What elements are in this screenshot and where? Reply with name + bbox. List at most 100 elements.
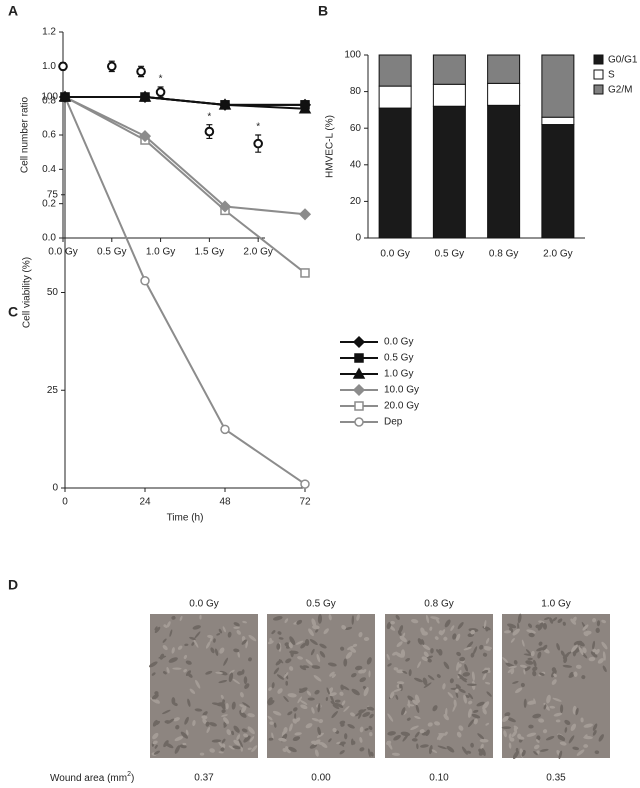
cell	[240, 746, 243, 752]
cell	[191, 642, 195, 646]
cell	[485, 722, 490, 726]
point	[136, 66, 146, 77]
cell	[528, 724, 534, 729]
cell	[370, 751, 374, 757]
cell	[358, 669, 365, 674]
cell	[393, 734, 401, 741]
y-tick-label: 0.6	[42, 130, 56, 141]
cell	[158, 655, 167, 659]
cell	[414, 694, 420, 704]
cell	[222, 626, 226, 633]
cell	[332, 727, 337, 733]
cell	[284, 642, 291, 647]
marker	[140, 276, 150, 286]
cell	[302, 665, 310, 669]
cell	[507, 717, 516, 723]
marker	[218, 98, 232, 111]
cell	[341, 700, 346, 706]
cell	[335, 702, 344, 708]
cell	[602, 665, 607, 673]
cell	[289, 636, 296, 645]
cell	[414, 731, 420, 738]
legend-swatch	[593, 69, 604, 80]
cell	[575, 707, 579, 716]
cell	[442, 683, 446, 690]
cell	[530, 650, 535, 657]
cell	[180, 731, 189, 739]
cell	[205, 641, 211, 649]
cell	[243, 676, 248, 685]
cell	[272, 616, 283, 621]
panel-label: C	[8, 304, 18, 320]
cell	[202, 718, 208, 725]
cell	[236, 671, 244, 676]
cell	[431, 749, 438, 754]
cell	[438, 733, 442, 741]
legend-label: 0.5 Gy	[384, 353, 413, 364]
x-tick-label: 0.5 Gy	[435, 249, 464, 260]
cell	[155, 699, 160, 704]
cell	[268, 737, 274, 741]
cell	[306, 690, 312, 696]
cell	[459, 677, 468, 681]
cell	[193, 639, 199, 648]
cell	[434, 636, 439, 640]
cell	[152, 719, 158, 727]
cell	[242, 620, 247, 624]
cell	[466, 750, 472, 754]
cell	[455, 684, 459, 691]
cell	[508, 733, 512, 739]
significance: *	[256, 122, 260, 133]
cell	[577, 640, 585, 647]
point	[106, 61, 117, 72]
cell	[320, 742, 328, 749]
cell	[359, 736, 363, 743]
marker	[138, 130, 152, 143]
cell	[363, 636, 370, 641]
cell	[536, 647, 545, 652]
significance: *	[207, 111, 211, 122]
cell	[149, 661, 158, 668]
cell	[485, 637, 490, 644]
cell	[239, 692, 244, 698]
cell	[171, 616, 176, 620]
cell	[325, 696, 329, 702]
cell	[319, 650, 326, 658]
cell	[510, 637, 515, 643]
x-tick-label: 1.0 Gy	[146, 247, 175, 258]
cell	[220, 747, 225, 752]
legend-swatch	[593, 84, 604, 95]
cell	[569, 671, 573, 676]
cell	[527, 623, 533, 628]
cell	[283, 696, 289, 703]
cell	[538, 641, 543, 646]
cell	[533, 698, 536, 705]
panel-label: D	[8, 577, 18, 593]
cell	[233, 626, 240, 629]
cell	[443, 661, 450, 670]
cell	[426, 655, 434, 659]
cell	[447, 691, 454, 699]
cell	[216, 633, 221, 636]
cell	[194, 708, 203, 712]
cell	[455, 633, 461, 641]
cell	[278, 637, 284, 640]
cell	[152, 732, 159, 740]
cell	[386, 622, 392, 630]
cell	[459, 656, 466, 662]
cell	[572, 746, 580, 751]
cell	[317, 726, 321, 736]
cell	[519, 664, 527, 668]
bar-segment	[487, 82, 521, 106]
legend-label: Dep	[384, 417, 403, 428]
cell	[582, 624, 589, 631]
cell	[484, 647, 491, 651]
cell	[472, 646, 478, 655]
cell	[163, 740, 169, 748]
cell	[432, 705, 438, 712]
cell	[400, 731, 411, 737]
cell	[340, 684, 344, 691]
cell	[481, 748, 486, 756]
cell	[502, 657, 509, 663]
